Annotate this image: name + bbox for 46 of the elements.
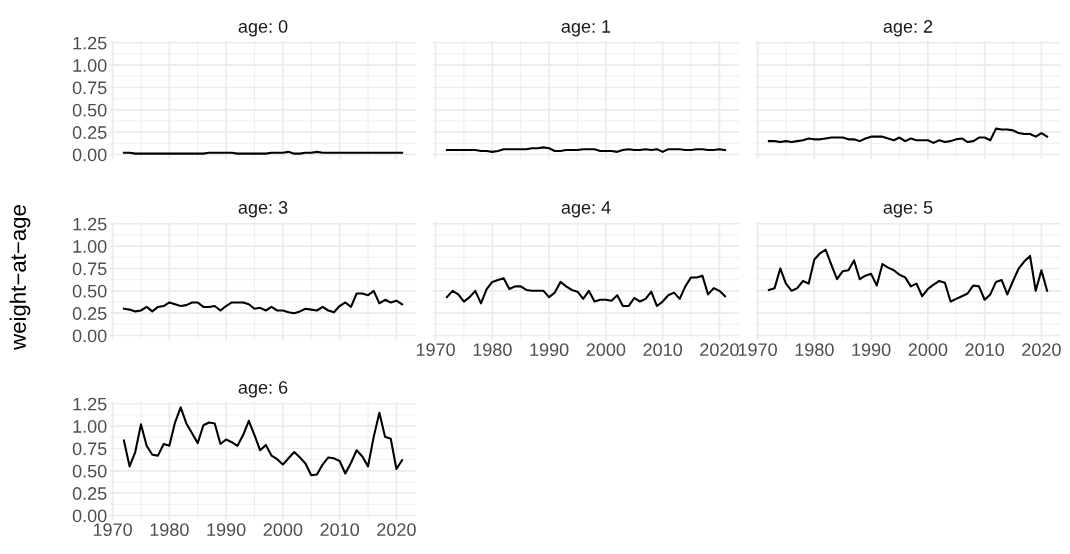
y-tick-label: 0.25	[72, 307, 107, 320]
x-tick-label: 2010	[965, 343, 1005, 357]
x-tick-label: 2010	[320, 523, 360, 537]
x-tick-label: 1990	[207, 523, 246, 537]
y-tick-label: 0.75	[72, 262, 107, 276]
x-tick-label: 1970	[738, 343, 777, 357]
y-tick-label: 0.50	[72, 284, 107, 298]
x-tick-label: 2020	[700, 343, 739, 357]
chart-title: age: 0	[238, 20, 288, 37]
y-tick-label: 1.00	[73, 240, 107, 253]
x-tick-label: 2020	[1022, 343, 1061, 357]
x-tick-label: 1970	[416, 343, 455, 357]
y-tick-label: 0.00	[72, 329, 107, 343]
line-series	[122, 406, 404, 477]
y-tick-label: 0.00	[72, 148, 107, 162]
chart-title: age: 1	[561, 20, 611, 37]
chart-title: age: 2	[883, 20, 933, 37]
y-tick-label: 1.25	[73, 217, 107, 231]
y-axis-title: weight−at−age	[9, 205, 31, 350]
x-tick-label: 1980	[150, 523, 189, 537]
chart-title: age: 4	[561, 201, 611, 218]
x-tick-label: 2010	[643, 343, 683, 357]
y-tick-label: 0.50	[72, 103, 107, 117]
y-tick-label: 0.75	[72, 442, 107, 456]
x-tick-label: 1980	[473, 343, 512, 357]
line-series	[122, 289, 404, 315]
y-tick-label: 1.00	[73, 420, 107, 433]
y-tick-label: 1.25	[73, 36, 107, 50]
x-tick-label: 1990	[852, 343, 891, 357]
x-tick-label: 1990	[530, 343, 569, 357]
y-tick-label: 1.25	[73, 397, 107, 411]
x-tick-label: 1970	[93, 523, 132, 537]
y-tick-label: 0.00	[72, 509, 107, 523]
x-tick-label: 2000	[586, 343, 626, 357]
x-tick-label: 2000	[908, 343, 948, 357]
y-tick-label: 0.50	[72, 464, 107, 478]
chart-title: age: 5	[883, 201, 933, 218]
y-tick-label: 0.25	[72, 126, 107, 139]
chart-title: age: 3	[238, 201, 288, 218]
chart-title: age: 6	[238, 381, 288, 398]
x-tick-label: 2020	[377, 523, 416, 537]
x-tick-label: 2000	[263, 523, 303, 537]
y-tick-label: 0.25	[72, 487, 107, 500]
y-tick-label: 1.00	[73, 59, 107, 72]
y-tick-label: 0.75	[72, 81, 107, 95]
x-tick-label: 1980	[795, 343, 834, 357]
